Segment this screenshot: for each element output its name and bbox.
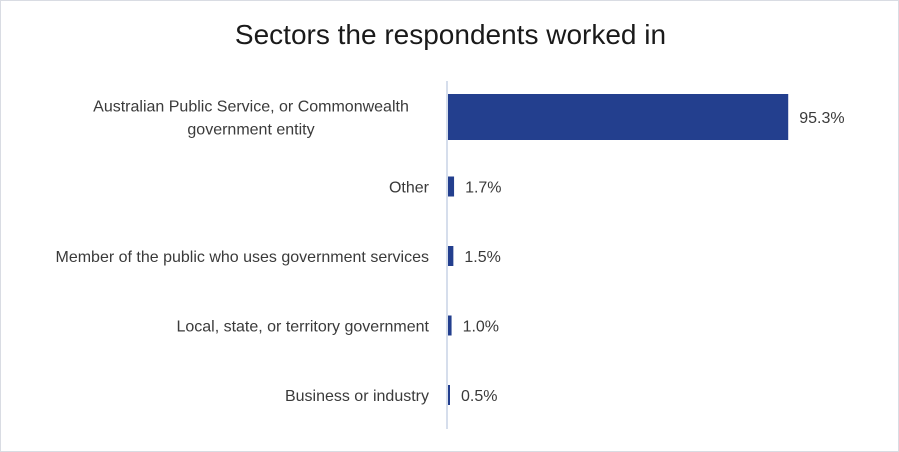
category-label: government entity	[187, 122, 314, 139]
bar	[448, 94, 789, 140]
category-label: Other	[389, 180, 430, 197]
data-label: 1.0%	[463, 319, 499, 336]
bar	[448, 176, 455, 197]
bar	[448, 385, 450, 405]
data-label: 0.5%	[461, 388, 497, 405]
data-label: 1.5%	[464, 249, 500, 266]
chart-title: Sectors the respondents worked in	[234, 19, 667, 50]
category-label: Australian Public Service, or Commonweal…	[93, 99, 409, 116]
bar	[448, 315, 452, 336]
bar	[448, 246, 454, 266]
category-label: Local, state, or territory government	[176, 319, 429, 336]
category-label: Business or industry	[285, 388, 429, 405]
data-label: 95.3%	[799, 110, 844, 127]
category-label: Member of the public who uses government…	[55, 249, 429, 266]
data-label: 1.7%	[465, 180, 501, 197]
